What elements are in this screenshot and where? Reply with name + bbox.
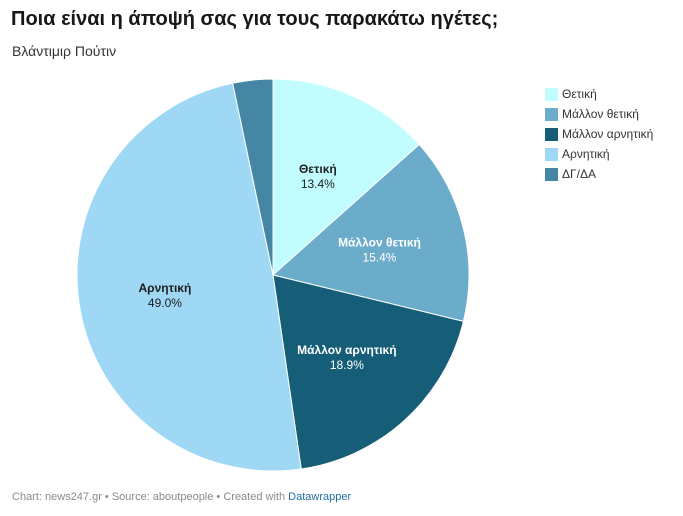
- legend-item-5: ΔΓ/ΔΑ: [545, 164, 653, 184]
- legend-item-4: Αρνητική: [545, 144, 653, 164]
- legend-label: Μάλλον θετική: [562, 107, 639, 121]
- slice-value-4: 49.0%: [148, 296, 182, 310]
- pie-slice-3[interactable]: [272, 274, 465, 470]
- slice-label-3: Μάλλον αρνητική: [297, 343, 396, 357]
- legend-swatch: [545, 167, 558, 181]
- legend-item-1: Θετική: [545, 84, 653, 104]
- slice-label-4: Αρνητική: [139, 281, 192, 295]
- legend-label: Αρνητική: [562, 147, 610, 161]
- chart-legend: Θετική Μάλλον θετική Μάλλον αρνητική Αρνητι…: [545, 84, 653, 184]
- chart-title: Ποια είναι η άποψή σας για τους παρακάτω…: [11, 8, 499, 30]
- pie-slice-1[interactable]: [272, 78, 420, 277]
- slice-value-2: 15.4%: [362, 250, 396, 264]
- slice-value-1: 13.4%: [301, 177, 335, 191]
- legend-swatch: [545, 127, 558, 141]
- pie-slice-5[interactable]: [232, 78, 274, 276]
- legend-swatch: [545, 87, 558, 101]
- legend-label: Θετική: [562, 87, 597, 101]
- slice-label-1: Θετική: [299, 162, 337, 176]
- legend-swatch: [545, 147, 558, 161]
- legend-swatch: [545, 107, 558, 121]
- pie-slice-4[interactable]: [76, 82, 302, 472]
- footer-credits: Chart: news247.gr • Source: aboutpeople …: [12, 491, 289, 503]
- datawrapper-link[interactable]: Datawrapper: [288, 491, 352, 503]
- chart-footer: Chart: news247.gr • Source: aboutpeople …: [12, 491, 351, 503]
- legend-label: Μάλλον αρνητική: [562, 127, 654, 141]
- legend-label: ΔΓ/ΔΑ: [562, 167, 596, 181]
- pie-slice-2[interactable]: [271, 143, 470, 322]
- slice-value-3: 18.9%: [330, 358, 364, 372]
- chart-subtitle: Βλάντιμιρ Πούτιν: [12, 43, 117, 59]
- legend-item-3: Μάλλον αρνητική: [545, 124, 653, 144]
- slice-label-2: Μάλλον θετική: [338, 235, 421, 249]
- legend-item-2: Μάλλον θετική: [545, 104, 653, 124]
